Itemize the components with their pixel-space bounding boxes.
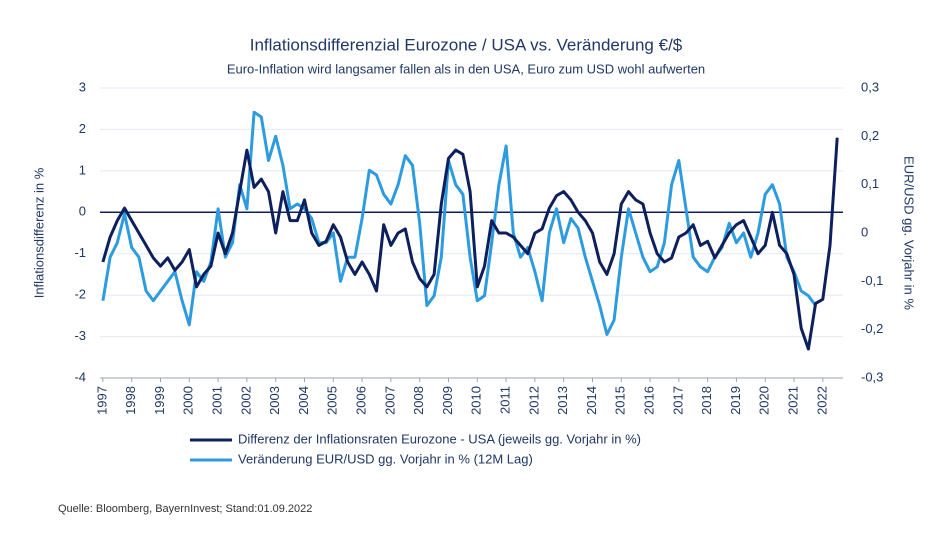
x-tick-label: 1999 [152,386,167,415]
source-note: Quelle: Bloomberg, BayernInvest; Stand:0… [58,503,312,515]
x-tick-label: 1997 [94,386,109,415]
x-tick-label: 2006 [354,386,369,415]
x-tick-label: 2019 [728,386,743,415]
x-tick-label: 2000 [181,386,196,415]
x-tick-label: 1998 [123,386,138,415]
y2-tick-label: 0,2 [861,128,879,143]
x-tick-label: 2021 [785,386,800,415]
x-tick-label: 2011 [497,386,512,414]
legend-label: Differenz der Inflationsraten Eurozone -… [238,431,641,446]
x-tick-label: 2008 [411,386,426,415]
x-tick-label: 2013 [555,386,570,415]
x-tick-label: 2007 [382,386,397,415]
y2-tick-label: -0,1 [861,273,883,288]
x-tick-label: 2015 [613,386,628,415]
x-tick-label: 2010 [469,386,484,415]
x-tick-label: 2014 [584,386,599,415]
y-tick-label: 3 [79,79,86,94]
y-tick-label: -4 [74,369,86,384]
data-line [101,110,817,336]
y-tick-label: -2 [74,287,86,302]
x-tick-label: 2002 [238,386,253,415]
y2-tick-label: 0 [861,224,868,239]
data-line [101,137,839,351]
x-tick-label: 2020 [757,386,772,415]
x-tick-label: 2022 [814,386,829,415]
y-tick-label: -1 [74,245,86,260]
chart-title: Inflationsdifferenzial Eurozone / USA vs… [250,35,683,54]
y2-tick-label: -0,3 [861,369,883,384]
legend-label: Veränderung EUR/USD gg. Vorjahr in % (12… [238,451,533,466]
y-axis-label: Inflationsdifferenz in % [31,167,46,298]
x-tick-label: 2009 [440,386,455,415]
y2-tick-label: 0,1 [861,176,879,191]
x-tick-label: 2017 [670,386,685,415]
chart-subtitle: Euro-Inflation wird langsamer fallen als… [227,61,705,76]
y2-axis-label: EUR/USD gg. Vorjahr in % [902,156,917,310]
x-tick-label: 2012 [526,386,541,415]
x-tick-label: 2003 [267,386,282,415]
x-tick-label: 2001 [210,386,225,415]
y2-tick-label: 0,3 [861,79,879,94]
y-tick-label: 1 [79,162,86,177]
x-tick-label: 2018 [699,386,714,415]
x-tick-label: 2005 [325,386,340,415]
y-tick-label: -3 [74,328,86,343]
y-tick-label: 0 [79,204,86,219]
y-tick-label: 2 [79,121,86,136]
x-tick-label: 2016 [641,386,656,415]
x-tick-label: 2004 [296,386,311,415]
y2-tick-label: -0,2 [861,321,883,336]
